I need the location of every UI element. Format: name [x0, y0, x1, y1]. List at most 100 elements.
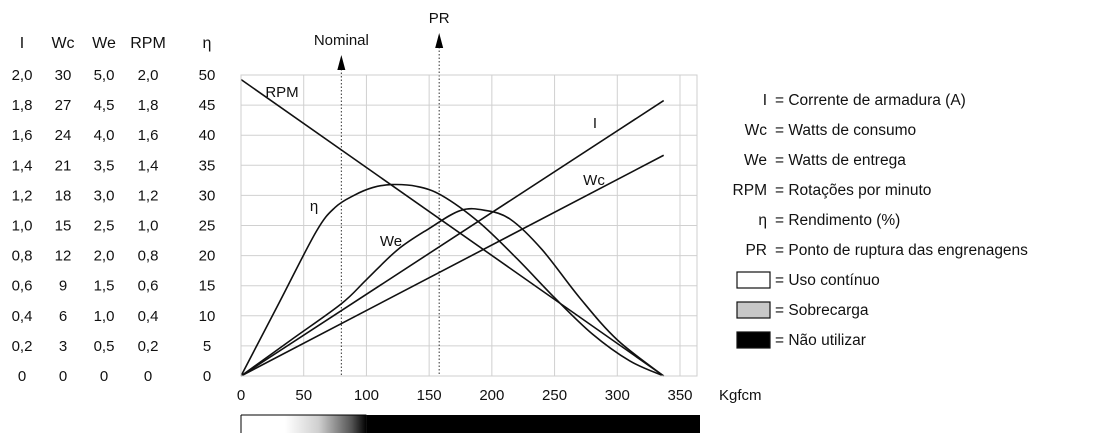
y-tick-label: 1,4: [138, 157, 159, 174]
y-tick-label: 25: [199, 218, 216, 235]
x-tick-label: 250: [542, 387, 567, 404]
legend-symbol: RPM: [733, 182, 767, 199]
y-axes: I2,01,81,61,41,21,00,80,60,40,20Wc302724…: [12, 35, 216, 385]
legend-text: = Watts de entrega: [775, 152, 906, 169]
y-tick-label: 27: [55, 97, 72, 114]
y-tick-label: 3: [59, 338, 67, 355]
x-axis: 0 50 100 150 200 250 300 350 Kgfcm: [237, 387, 762, 404]
y-tick-label: 0,2: [12, 338, 33, 355]
y-tick-label: 1,8: [12, 97, 33, 114]
curve-label: RPM: [265, 84, 298, 101]
x-tick-label: 300: [605, 387, 630, 404]
marker-label: PR: [429, 10, 450, 27]
y-axis-header-1: Wc: [51, 35, 74, 52]
legend-swatch: [737, 272, 770, 288]
y-tick-label: 1,8: [138, 97, 159, 114]
x-axis-label: Kgfcm: [719, 387, 762, 404]
y-tick-label: 45: [199, 97, 216, 114]
legend-text: = Corrente de armadura (A): [775, 92, 966, 109]
curve-label: Wc: [583, 172, 605, 189]
y-tick-label: 6: [59, 308, 67, 325]
y-tick-label: 30: [199, 187, 216, 204]
x-tick-label: 150: [417, 387, 442, 404]
y-tick-label: 2,0: [94, 248, 115, 265]
y-tick-label: 30: [55, 67, 72, 84]
x-tick-label: 200: [479, 387, 504, 404]
y-tick-label: 2,0: [138, 67, 159, 84]
curve-label: I: [593, 115, 597, 132]
y-tick-label: 1,6: [138, 127, 159, 144]
legend-swatch: [737, 302, 770, 318]
y-tick-label: 1,0: [138, 218, 159, 235]
y-tick-label: 2,0: [12, 67, 33, 84]
y-tick-label: 1,0: [12, 218, 33, 235]
y-tick-label: 4,5: [94, 97, 115, 114]
load-bar: [241, 415, 700, 433]
y-tick-label: 35: [199, 157, 216, 174]
legend-symbol: Wc: [745, 122, 768, 139]
marker-arrow: [337, 55, 345, 70]
y-tick-label: 0: [203, 368, 211, 385]
legend-text: = Watts de consumo: [775, 122, 916, 139]
y-tick-label: 5,0: [94, 67, 115, 84]
y-tick-label: 0: [144, 368, 152, 385]
marker-label: Nominal: [314, 32, 369, 49]
legend-text: = Ponto de ruptura das engrenagens: [775, 242, 1028, 259]
y-tick-label: 0,6: [138, 278, 159, 295]
y-tick-label: 0: [100, 368, 108, 385]
y-axis-header-2: We: [92, 35, 116, 52]
y-tick-label: 20: [199, 248, 216, 265]
series-lines: [241, 80, 664, 376]
y-tick-label: 1,4: [12, 157, 33, 174]
y-tick-label: 1,6: [12, 127, 33, 144]
legend-swatch: [737, 332, 770, 348]
y-tick-label: 0,8: [12, 248, 33, 265]
y-tick-label: 0,4: [138, 308, 159, 325]
y-tick-label: 0,6: [12, 278, 33, 295]
legend: I = Corrente de armadura (A) Wc = Watts de …: [733, 92, 1029, 349]
y-tick-label: 10: [199, 308, 216, 325]
y-axis-header-4: η: [203, 35, 212, 52]
load-bar-black: [366, 415, 700, 433]
legend-text: = Sobrecarga: [775, 302, 869, 319]
legend-text: = Rotações por minuto: [775, 182, 931, 199]
y-tick-label: 0,5: [94, 338, 115, 355]
y-tick-label: 1,2: [138, 187, 159, 204]
y-axis-header-3: RPM: [130, 35, 166, 52]
x-tick-label: 0: [237, 387, 245, 404]
y-tick-label: 1,5: [94, 278, 115, 295]
y-tick-label: 21: [55, 157, 72, 174]
legend-symbol: η: [758, 212, 767, 229]
y-axis-header-0: I: [20, 35, 24, 52]
legend-symbol: I: [763, 92, 767, 109]
y-tick-label: 15: [55, 218, 72, 235]
y-tick-label: 0: [18, 368, 26, 385]
curve-label: η: [310, 198, 318, 215]
series-line-We: [241, 209, 664, 376]
x-tick-label: 350: [667, 387, 692, 404]
y-tick-label: 9: [59, 278, 67, 295]
y-tick-label: 3,5: [94, 157, 115, 174]
y-tick-label: 1,2: [12, 187, 33, 204]
legend-text: = Não utilizar: [775, 332, 866, 349]
y-tick-label: 0,8: [138, 248, 159, 265]
y-tick-label: 0: [59, 368, 67, 385]
y-tick-label: 50: [199, 67, 216, 84]
y-tick-label: 3,0: [94, 187, 115, 204]
y-tick-label: 15: [199, 278, 216, 295]
series-line-η: [241, 185, 664, 376]
series-line-I: [241, 101, 664, 376]
y-tick-label: 1,0: [94, 308, 115, 325]
y-tick-label: 12: [55, 248, 72, 265]
legend-symbol: PR: [745, 242, 767, 259]
y-tick-label: 4,0: [94, 127, 115, 144]
y-tick-label: 0,4: [12, 308, 33, 325]
y-tick-label: 2,5: [94, 218, 115, 235]
y-tick-label: 5: [203, 338, 211, 355]
legend-text: = Uso contínuo: [775, 272, 880, 289]
x-tick-label: 50: [295, 387, 312, 404]
y-tick-label: 18: [55, 187, 72, 204]
marker-arrow: [435, 33, 443, 48]
curve-label: We: [380, 233, 402, 250]
